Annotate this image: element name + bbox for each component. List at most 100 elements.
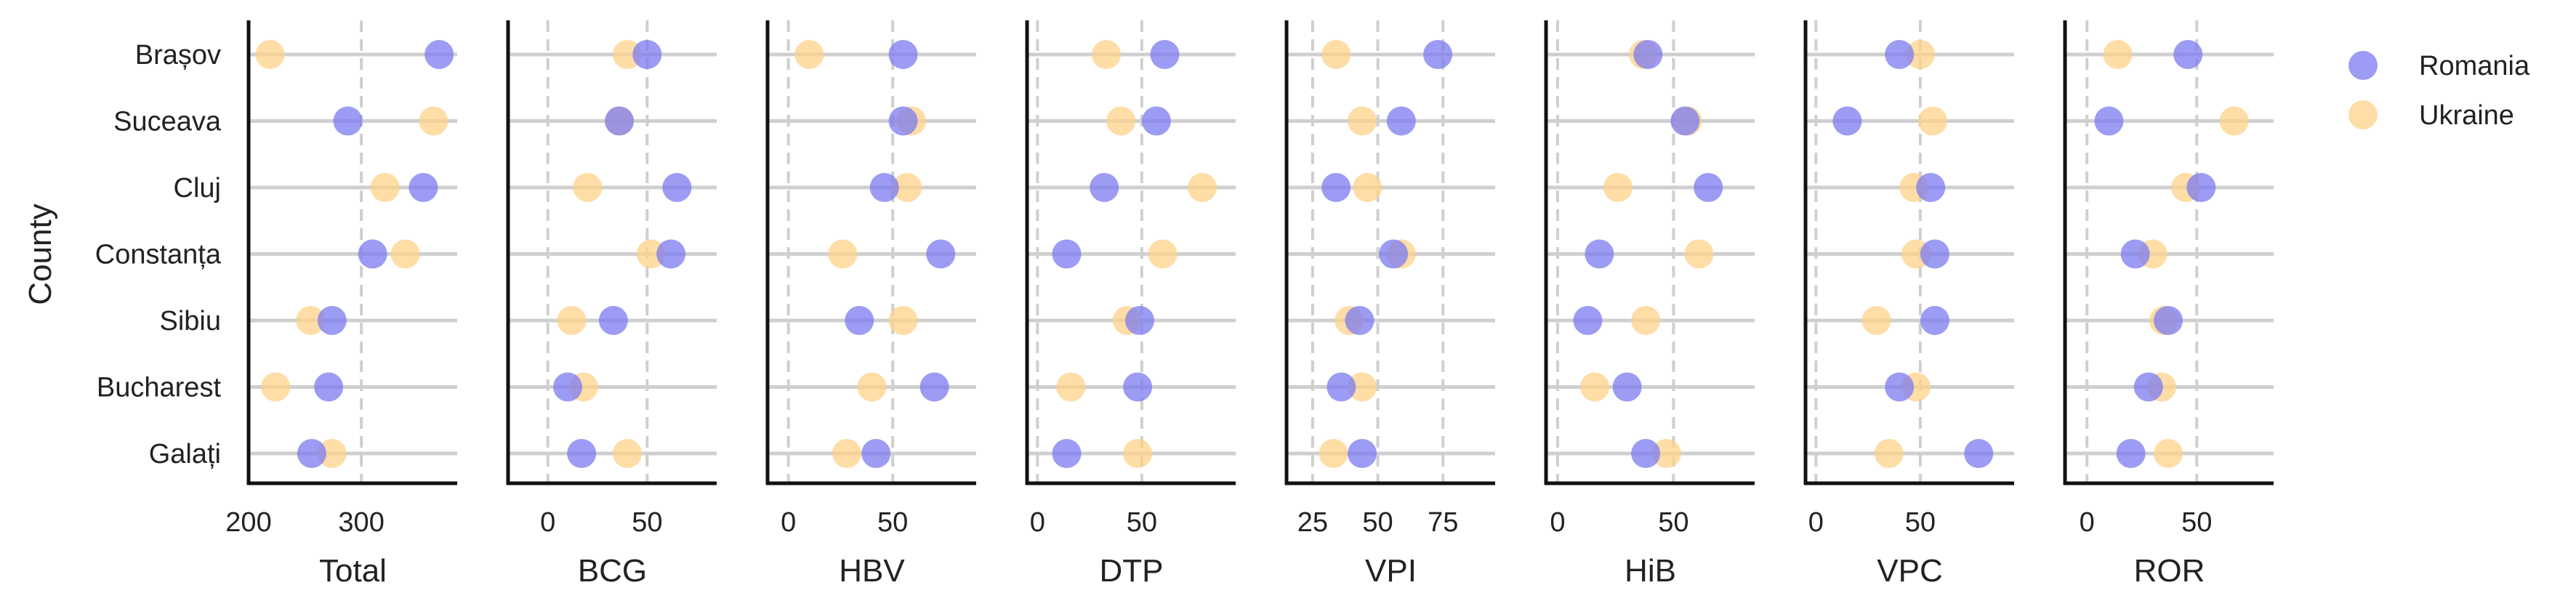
point-ukraine-brasov xyxy=(1321,40,1351,69)
point-romania-brasov xyxy=(2173,40,2203,69)
point-romania-brasov xyxy=(888,40,918,69)
point-ukraine-bucharest xyxy=(1348,372,1377,402)
legend-marker-ukraine xyxy=(2348,100,2378,129)
point-romania-galati xyxy=(1964,439,1994,468)
point-romania-galati xyxy=(297,439,326,468)
panel-dtp: 0 50 DTP xyxy=(1025,20,1236,589)
panel-vpc: 0 50 VPC xyxy=(1803,20,2014,589)
point-ukraine-constanta xyxy=(1148,239,1178,269)
point-romania-suceava xyxy=(1386,106,1416,136)
panel-ror: 0 50 ROR xyxy=(2063,20,2274,589)
point-romania-suceava xyxy=(333,106,363,136)
y-tick-label-suceava: Suceava xyxy=(113,107,222,137)
point-romania-brasov xyxy=(632,40,662,69)
point-ukraine-brasov xyxy=(2103,40,2133,69)
point-romania-bucharest xyxy=(1885,372,1915,402)
panel-total: 200 300 Total Brașov Suceava Cluj Constanța Sib… xyxy=(95,20,457,589)
point-romania-galati xyxy=(1348,439,1377,468)
point-romania-cluj xyxy=(408,173,438,202)
point-ukraine-galati xyxy=(1123,439,1153,468)
legend: Romania Ukraine xyxy=(2348,51,2530,131)
point-ukraine-bucharest xyxy=(1056,372,1086,402)
point-ukraine-sibiu xyxy=(557,306,587,335)
point-ukraine-brasov xyxy=(255,40,285,69)
panel-bcg: 0 50 BCG xyxy=(506,20,717,589)
legend-marker-romania xyxy=(2348,51,2378,80)
point-ukraine-suceava xyxy=(1918,106,1948,136)
x-tick-label: 0 xyxy=(540,507,555,538)
legend-label-ukraine: Ukraine xyxy=(2419,100,2514,131)
point-ukraine-sibiu xyxy=(888,306,918,335)
point-romania-galati xyxy=(1052,439,1082,468)
panel-hib: 0 50 HiB xyxy=(1544,20,1755,589)
point-romania-sibiu xyxy=(1573,306,1603,335)
point-ukraine-galati xyxy=(613,439,642,468)
y-tick-label-brasov: Brașov xyxy=(135,40,221,70)
point-ukraine-constanta xyxy=(390,239,420,269)
x-tick-label: 0 xyxy=(781,507,796,538)
x-axis-title: Total xyxy=(319,553,387,589)
point-ukraine-constanta xyxy=(636,239,666,269)
point-ukraine-sibiu xyxy=(296,306,326,335)
point-ukraine-suceava xyxy=(1106,106,1136,136)
point-romania-bucharest xyxy=(314,372,344,402)
point-ukraine-bucharest xyxy=(1579,372,1609,402)
point-romania-suceava xyxy=(2094,106,2124,136)
point-ukraine-galati xyxy=(317,439,347,468)
point-romania-brasov xyxy=(1423,40,1453,69)
point-romania-cluj xyxy=(2186,173,2216,202)
x-axis-title: HiB xyxy=(1625,553,1676,589)
point-ukraine-galati xyxy=(2153,439,2183,468)
x-tick-label: 50 xyxy=(1905,507,1936,538)
x-tick-label: 50 xyxy=(632,507,662,538)
legend-label-romania: Romania xyxy=(2419,51,2530,81)
point-romania-suceava xyxy=(888,106,918,136)
point-romania-constanta xyxy=(926,239,956,269)
point-romania-brasov xyxy=(1633,40,1663,69)
point-ukraine-galati xyxy=(1651,439,1681,468)
legend-item-ukraine: Ukraine xyxy=(2348,100,2514,131)
point-ukraine-brasov xyxy=(1905,40,1935,69)
point-ukraine-brasov xyxy=(794,40,824,69)
point-ukraine-cluj xyxy=(893,173,922,202)
point-ukraine-cluj xyxy=(1603,173,1633,202)
x-tick-label: 300 xyxy=(338,507,384,538)
point-ukraine-suceava xyxy=(1348,106,1377,136)
point-ukraine-bucharest xyxy=(261,372,291,402)
chart-panels: 200 300 Total Brașov Suceava Cluj Constanța Sib… xyxy=(95,20,2274,589)
point-romania-constanta xyxy=(358,239,387,269)
point-romania-suceava xyxy=(1670,106,1700,136)
y-tick-label-constanta: Constanța xyxy=(95,240,222,270)
point-romania-galati xyxy=(1631,439,1661,468)
x-tick-label: 50 xyxy=(1658,507,1689,538)
point-romania-galati xyxy=(861,439,891,468)
point-romania-sibiu xyxy=(1345,306,1374,335)
point-ukraine-sibiu xyxy=(1861,306,1891,335)
point-ukraine-suceava xyxy=(2219,106,2249,136)
x-axis-title: BCG xyxy=(578,553,647,589)
point-romania-cluj xyxy=(1321,173,1351,202)
point-romania-bucharest xyxy=(2133,372,2163,402)
point-romania-cluj xyxy=(1694,173,1723,202)
point-ukraine-cluj xyxy=(370,173,400,202)
point-ukraine-galati xyxy=(1874,439,1904,468)
point-romania-constanta xyxy=(1585,239,1614,269)
point-romania-sibiu xyxy=(2153,306,2183,335)
point-ukraine-constanta xyxy=(1684,239,1714,269)
point-ukraine-bucharest xyxy=(857,372,887,402)
x-axis-title: DTP xyxy=(1100,553,1164,589)
x-tick-label: 0 xyxy=(1808,507,1824,538)
panel-vpi: 25 50 75 VPI xyxy=(1284,20,1495,589)
point-ukraine-cluj xyxy=(573,173,603,202)
point-romania-galati xyxy=(2116,439,2146,468)
point-ukraine-brasov xyxy=(1092,40,1122,69)
x-tick-label: 0 xyxy=(1550,507,1565,538)
point-romania-sibiu xyxy=(1920,306,1949,335)
x-tick-label: 50 xyxy=(2181,507,2212,538)
point-romania-constanta xyxy=(2120,239,2150,269)
point-ukraine-brasov xyxy=(613,40,642,69)
point-ukraine-suceava xyxy=(419,106,448,136)
point-romania-cluj xyxy=(662,173,692,202)
point-romania-sibiu xyxy=(598,306,628,335)
